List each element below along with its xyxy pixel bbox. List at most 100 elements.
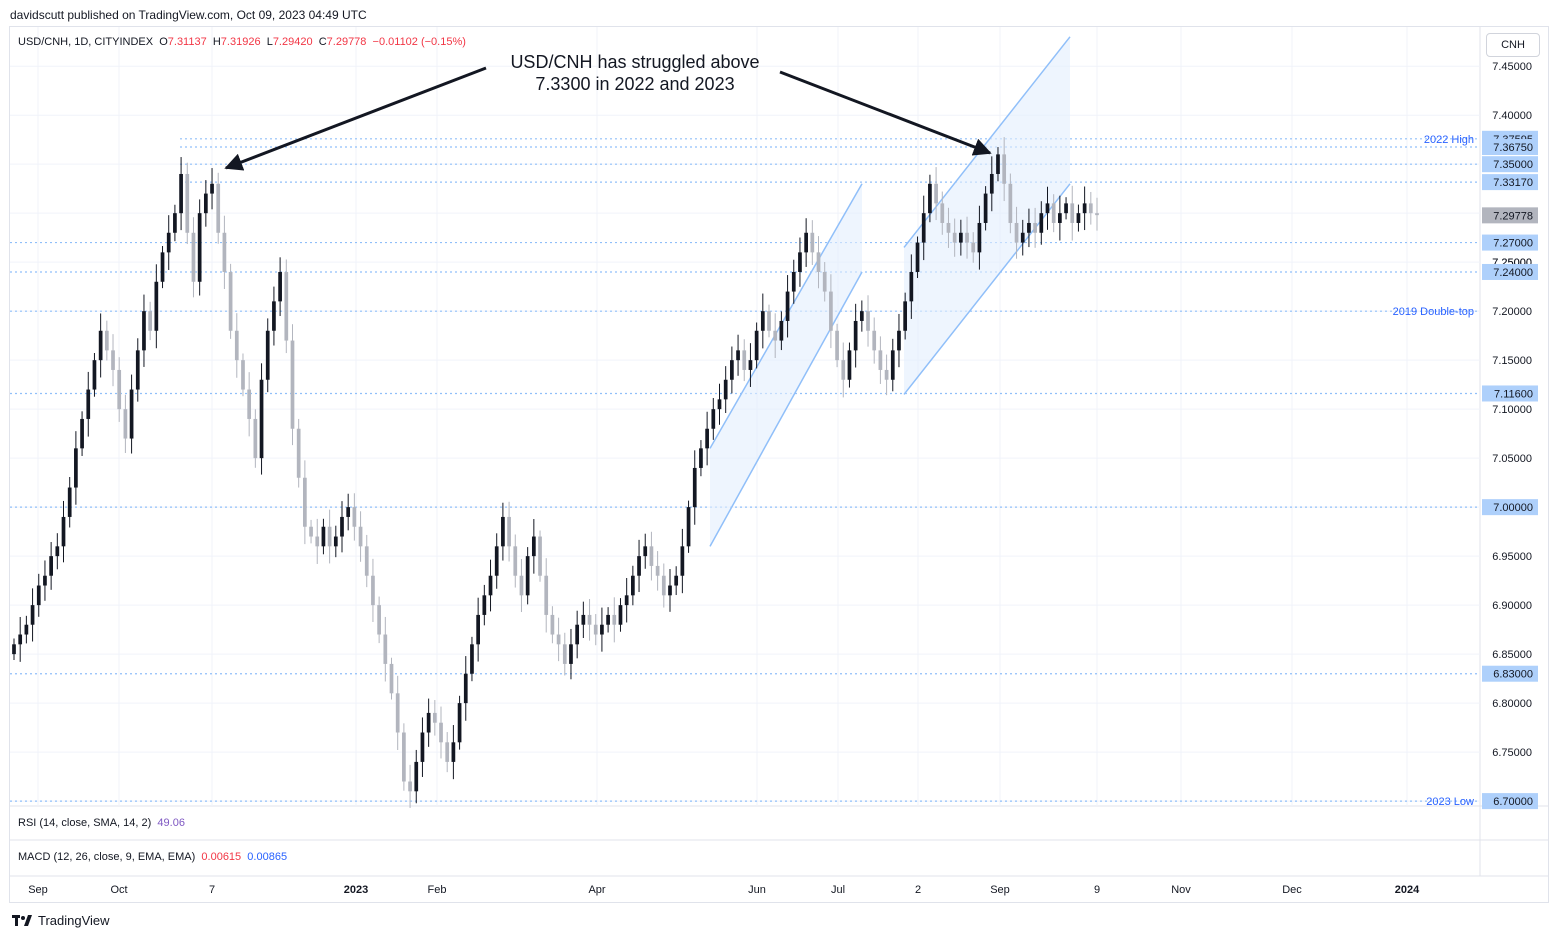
candle-body (624, 595, 629, 606)
candle-body (173, 213, 177, 233)
candle-body (767, 311, 771, 331)
price-tick-label: 7.45000 (1492, 61, 1532, 73)
legend-close-label: C (318, 36, 327, 48)
candle-body (587, 614, 592, 625)
candles (12, 137, 1099, 808)
channel-1-lower (709, 271, 863, 547)
rsi-pane-label: RSI (14, close, SMA, 14, 2) 49.06 (18, 817, 185, 829)
candle-body (463, 673, 468, 704)
time-tick-label: Oct (110, 884, 127, 896)
candle-body (723, 379, 728, 400)
candle-body (1008, 183, 1013, 223)
candle-body (1045, 203, 1050, 214)
candle-body (859, 311, 864, 321)
annotation-line1: USD/CNH has struggled above (510, 52, 759, 72)
candle-body (352, 507, 357, 527)
legend-high: 7.31926 (220, 36, 261, 48)
candle-body (241, 360, 245, 390)
candle-body (853, 320, 858, 351)
level-badge (1482, 499, 1538, 516)
legend-open: 7.31137 (167, 36, 207, 48)
level-badge-text: 6.83000 (1493, 669, 1533, 681)
rsi-value: 49.06 (157, 817, 185, 829)
candle-body (185, 173, 190, 233)
level-badge-text: 7.36750 (1493, 142, 1533, 154)
candle-body (154, 281, 159, 331)
candle-body (699, 448, 703, 468)
candle-body (358, 526, 363, 547)
candle-body (1002, 154, 1007, 184)
candle-body (680, 546, 685, 576)
candle-body (872, 330, 877, 351)
price-tick-label: 6.95000 (1492, 551, 1532, 563)
annotation-arrows (224, 66, 992, 171)
level-badge-text: 7.35000 (1493, 159, 1533, 171)
price-axis: 7.450007.400007.350007.300007.250007.200… (1482, 61, 1538, 810)
candle-body (389, 663, 394, 694)
level-badge (1482, 665, 1538, 682)
level-badge (1482, 174, 1538, 191)
candle-body (197, 213, 202, 282)
candle-body (43, 575, 47, 586)
candle-body (940, 203, 945, 223)
candle-body (816, 252, 821, 272)
candle-body (488, 575, 493, 596)
candle-body (829, 291, 833, 331)
candle-body (798, 252, 802, 272)
currency-button[interactable]: CNH (1486, 33, 1540, 57)
footer-brand[interactable]: TradingView (12, 913, 110, 928)
level-badge (1482, 156, 1538, 173)
candle-body (791, 271, 796, 292)
level-label: 2023 Low (1426, 796, 1474, 808)
candle-body (1082, 203, 1087, 214)
time-tick-label: Jul (831, 884, 845, 896)
legend-low: 7.29420 (272, 36, 313, 48)
time-tick-label: Nov (1171, 884, 1191, 896)
candle-body (160, 252, 165, 282)
candle-body (129, 389, 134, 439)
publisher-credit: davidscutt published on TradingView.com,… (10, 8, 367, 22)
candle-body (897, 330, 901, 351)
candle-body (148, 311, 153, 331)
level-badge (1482, 234, 1538, 251)
candle-body (278, 271, 282, 302)
candle-body (135, 350, 140, 390)
candle-body (996, 154, 1000, 174)
candle-body (569, 644, 573, 664)
candle-body (166, 232, 171, 253)
candle-body (785, 291, 790, 321)
candle-body (643, 546, 648, 557)
candle-body (61, 516, 66, 547)
price-tick-label: 7.20000 (1492, 306, 1532, 318)
candle-body (612, 614, 617, 625)
arrow-left (224, 66, 487, 171)
candle-body (878, 350, 883, 370)
legend-change: −0.01102 (−0.15%) (372, 36, 466, 48)
candle-body (1027, 222, 1031, 233)
level-badge-text: 6.70000 (1493, 796, 1533, 808)
price-tick-label: 6.75000 (1492, 747, 1532, 759)
candle-body (36, 585, 41, 606)
candle-body (965, 232, 969, 243)
candle-body (538, 536, 542, 576)
candle-body (191, 232, 196, 282)
candle-body (210, 183, 214, 194)
macd-label: MACD (12, 26, close, 9, EMA, EMA) (18, 851, 196, 863)
candle-body (668, 585, 672, 596)
candle-body (179, 173, 183, 214)
candle-body (1058, 213, 1062, 223)
candle-body (272, 301, 276, 331)
candle-body (290, 340, 295, 429)
candle-body (451, 742, 456, 762)
candle-body (835, 330, 839, 361)
time-tick-label: Sep (28, 884, 48, 896)
chart-frame (9, 26, 1549, 903)
candle-body (748, 360, 753, 370)
candle-body (470, 644, 474, 674)
candle-body (482, 595, 487, 615)
level-badge-text: 7.27000 (1493, 238, 1533, 250)
candle-body (934, 183, 938, 204)
rsi-label: RSI (14, close, SMA, 14, 2) (18, 817, 152, 829)
candle-body (234, 330, 239, 361)
